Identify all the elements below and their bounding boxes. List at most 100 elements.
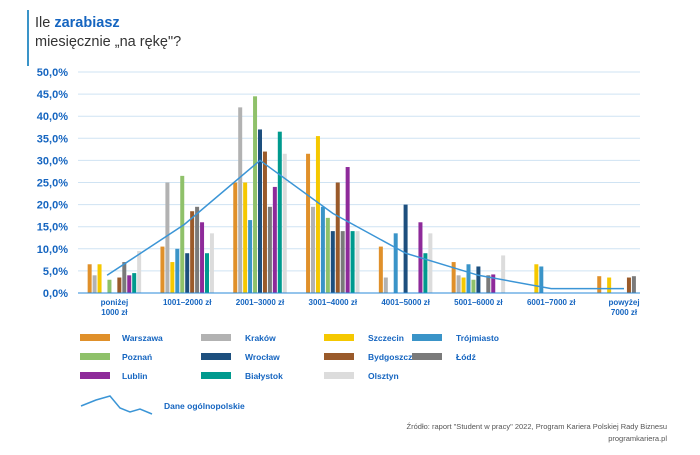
bar <box>258 129 262 293</box>
legend-item: Białystok <box>201 371 283 381</box>
legend-label: Trójmiasto <box>456 333 499 343</box>
legend-label: Szczecin <box>368 333 404 343</box>
x-tick-label: 6001–7000 zł <box>527 298 576 307</box>
bar <box>243 182 248 293</box>
bar <box>340 231 345 293</box>
legend-swatch <box>201 353 231 360</box>
x-tick-label: 4001–5000 zł <box>381 298 430 307</box>
legend-swatch <box>80 334 110 341</box>
bar <box>127 275 132 293</box>
bar <box>107 279 112 293</box>
bar <box>335 182 340 293</box>
bar <box>315 136 320 293</box>
bar <box>311 206 315 293</box>
bar <box>117 277 122 293</box>
overall-line-layer <box>106 159 624 290</box>
legend-swatch <box>412 334 442 341</box>
bar <box>165 182 170 293</box>
bar <box>170 262 175 293</box>
bar <box>132 273 137 293</box>
legend-swatch <box>80 353 110 360</box>
legend-label: Olsztyn <box>368 371 399 381</box>
bar <box>185 253 190 293</box>
y-tick-label: 20,0% <box>37 200 68 212</box>
legend-label: Warszawa <box>122 333 163 343</box>
source-line-1: Źródło: raport "Student w pracy" 2022, P… <box>407 422 667 431</box>
legend-item: Bydgoszcz/Toruń <box>324 352 438 362</box>
legend-label: Łódź <box>456 352 476 362</box>
bar <box>451 262 456 293</box>
bar <box>345 167 350 293</box>
bar <box>461 277 466 293</box>
x-tick-label: 5001–6000 zł <box>454 298 503 307</box>
bar <box>383 277 388 293</box>
legend-item: Wrocław <box>201 352 280 362</box>
bar <box>378 246 383 293</box>
bar <box>597 276 602 293</box>
bar <box>190 211 195 293</box>
y-tick-label: 45,0% <box>37 89 68 101</box>
bar <box>403 204 408 293</box>
legend-item-overall: Dane ogólnopolskie <box>80 395 245 415</box>
bar <box>160 246 165 293</box>
bar <box>282 153 287 293</box>
bar <box>330 231 335 293</box>
legend-swatch <box>324 372 354 379</box>
y-tick-label: 35,0% <box>37 133 68 145</box>
y-tick-label: 0,0% <box>43 288 68 300</box>
legend-item: Poznań <box>80 352 152 362</box>
bar <box>209 233 214 293</box>
bar <box>233 182 238 293</box>
bar <box>476 266 481 293</box>
bar <box>355 231 360 293</box>
x-tick-label: poniżej 1000 zł <box>101 298 129 317</box>
bar <box>350 231 355 293</box>
legend-label: Białystok <box>245 371 283 381</box>
y-axis-ticks: 0,0% 5,0% 10,0% 15,0% 20,0% 25,0% 30,0% 35,0% 40… <box>37 67 68 300</box>
bar <box>92 275 97 293</box>
bar <box>180 175 185 293</box>
bar <box>631 276 636 293</box>
legend-swatch <box>201 334 231 341</box>
legend-item: Łódź <box>412 352 476 362</box>
legend-label: Kraków <box>245 333 276 343</box>
bar <box>393 233 398 293</box>
title-prefix: Ile <box>35 15 54 31</box>
bar <box>626 277 631 293</box>
bars <box>87 96 636 293</box>
bar <box>175 248 180 293</box>
legend-label: Lublin <box>122 371 148 381</box>
title-bold: zarabiasz <box>54 15 119 31</box>
bar <box>534 264 539 293</box>
legend-item: Olsztyn <box>324 371 399 381</box>
legend-label: Wrocław <box>245 352 280 362</box>
legend-overall-swatch <box>80 395 153 415</box>
chart-title: Ile zarabiasz <box>35 15 120 31</box>
legend: Warszawa Kraków Szczecin Trójmiasto Poznań Wr… <box>80 333 499 381</box>
bar <box>428 233 433 293</box>
y-tick-label: 30,0% <box>37 155 68 167</box>
chart-subtitle: miesięcznie „na rękę"? <box>35 34 181 50</box>
legend-swatch <box>80 372 110 379</box>
bar <box>539 266 544 293</box>
bar <box>466 264 471 293</box>
bar <box>122 262 127 293</box>
y-tick-label: 50,0% <box>37 67 68 79</box>
legend-swatch <box>412 353 442 360</box>
y-tick-label: 25,0% <box>37 178 68 190</box>
bar <box>248 220 253 293</box>
x-tick-label: 2001–3000 zł <box>236 298 285 307</box>
bar <box>325 217 330 293</box>
legend-label: Poznań <box>122 352 152 362</box>
x-tick-label: 1001–2000 zł <box>163 298 212 307</box>
bar <box>491 274 496 293</box>
bar <box>486 275 491 293</box>
source-line-2: programkariera.pl <box>608 434 667 443</box>
legend-swatch <box>201 372 231 379</box>
legend-swatch <box>324 334 354 341</box>
bar <box>262 151 267 293</box>
bar <box>320 206 325 293</box>
legend-item: Kraków <box>201 333 276 343</box>
bar <box>205 253 209 293</box>
